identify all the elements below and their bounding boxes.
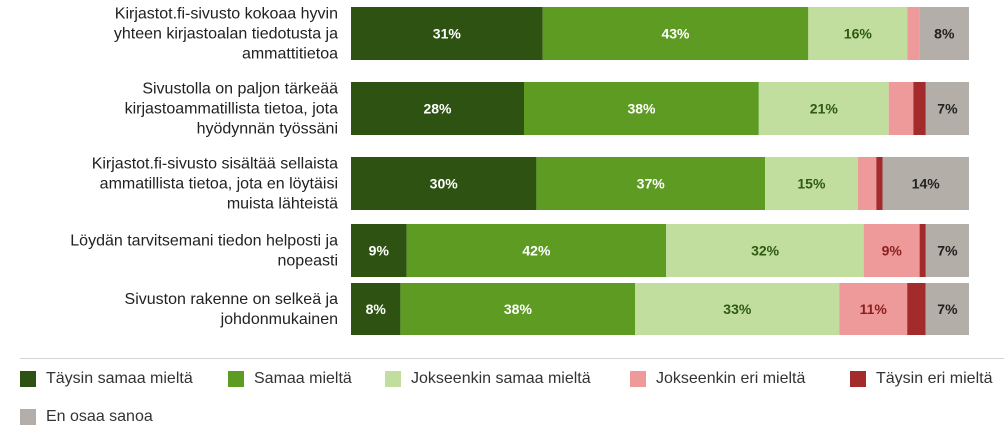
data-label: 16% (844, 26, 873, 42)
data-label: 28% (423, 101, 452, 117)
category-label: Sivustolla on paljon tärkeää (142, 81, 338, 98)
bar-segment (351, 82, 524, 135)
data-label: 43% (661, 26, 690, 42)
data-label: 8% (934, 26, 955, 42)
category-label: johdonmukainen (220, 311, 338, 328)
data-label: 14% (912, 176, 941, 192)
bar-segment (919, 7, 969, 60)
bar-segment (808, 7, 908, 60)
legend-label: Jokseenkin eri mieltä (656, 370, 806, 387)
data-label: 21% (810, 101, 839, 117)
category-label: Kirjastot.fi-sivusto kokoaa hyvin (115, 6, 338, 23)
bar-segment (351, 283, 401, 335)
legend-item: Täysin eri mieltä (850, 370, 992, 388)
bar-segment (913, 82, 926, 135)
bar-segment (524, 82, 759, 135)
data-label: 15% (797, 176, 826, 192)
category-label: nopeasti (278, 253, 339, 270)
data-label: 32% (751, 243, 780, 259)
data-label: 30% (430, 176, 459, 192)
data-label: 38% (627, 101, 656, 117)
bar-segment (907, 7, 920, 60)
legend-label: Samaa mieltä (254, 370, 352, 387)
bar-segment (666, 224, 864, 277)
data-label: 37% (637, 176, 666, 192)
bar-segment (635, 283, 840, 335)
bar-segment (536, 157, 766, 210)
data-label: 7% (937, 301, 958, 317)
legend-divider (20, 358, 1004, 359)
category-label: Löydän tarvitsemani tiedon helposti ja (70, 233, 338, 250)
category-label: Sivuston rakenne on selkeä ja (125, 291, 339, 308)
category-label: ammattitietoa (242, 46, 338, 63)
legend-swatch (850, 371, 866, 387)
legend-label: Täysin samaa mieltä (46, 370, 193, 387)
data-label: 8% (366, 301, 387, 317)
bar-segment (925, 224, 969, 277)
legend-swatch (20, 371, 36, 387)
category-label: Kirjastot.fi-sivusto sisältää sellaista (92, 156, 338, 173)
data-label: 38% (504, 301, 533, 317)
data-label: 7% (937, 101, 958, 117)
bar-segment (542, 7, 809, 60)
legend-swatch (630, 371, 646, 387)
category-label: yhteen kirjastoalan tiedotusta ja (114, 26, 338, 43)
legend-label: Jokseenkin samaa mieltä (411, 370, 591, 387)
data-label: 33% (723, 301, 752, 317)
bar-segment (839, 283, 908, 335)
legend-swatch (20, 409, 36, 425)
legend-item: Samaa mieltä (228, 370, 352, 388)
bar-segment (863, 224, 920, 277)
bar-segment (888, 82, 914, 135)
legend-item: Jokseenkin samaa mieltä (385, 370, 591, 388)
data-label: 9% (882, 243, 903, 259)
bar-segment (351, 224, 407, 277)
bar-segment (758, 82, 889, 135)
data-label: 31% (433, 26, 462, 42)
data-label: 9% (369, 243, 390, 259)
legend-item: Jokseenkin eri mieltä (630, 370, 805, 388)
bar-segment (351, 7, 543, 60)
bar-segment (876, 157, 883, 210)
bar-segment (907, 283, 926, 335)
category-label: ammatillista tietoa, jota en löytäisi (100, 176, 338, 193)
data-label: 42% (522, 243, 551, 259)
legend-item: En osaa sanoa (20, 408, 153, 426)
legend-item: Täysin samaa mieltä (20, 370, 193, 388)
category-label: hyödynnän työssäni (197, 121, 338, 138)
category-label: muista lähteistä (227, 196, 338, 213)
legend-swatch (228, 371, 244, 387)
bar-segment (406, 224, 667, 277)
legend-label: En osaa sanoa (46, 408, 153, 425)
data-label: 7% (937, 243, 958, 259)
bar-segment (919, 224, 926, 277)
stacked-bar-chart: Kirjastot.fi-sivusto kokoaa hyvin yhteen … (70, 6, 969, 335)
bar-segment (857, 157, 877, 210)
bar-segment (765, 157, 858, 210)
legend-label: Täysin eri mieltä (876, 370, 993, 387)
bar-segment (882, 157, 969, 210)
bar-segment (925, 283, 969, 335)
legend-swatch (385, 371, 401, 387)
category-label: kirjastoammatillista tietoa, jota (125, 101, 339, 118)
bar-segment (925, 82, 969, 135)
bar-segment (400, 283, 636, 335)
data-label: 11% (860, 301, 888, 317)
bar-segment (351, 157, 537, 210)
